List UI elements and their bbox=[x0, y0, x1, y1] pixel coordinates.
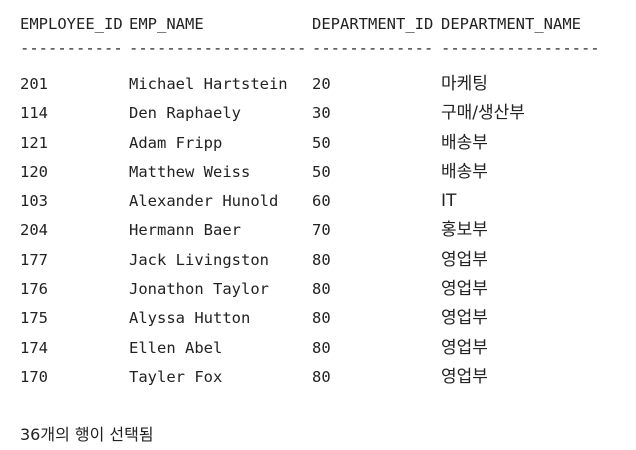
cell-emp-name: Den Raphaely bbox=[129, 104, 241, 123]
table-row: 114 Den Raphaely 30 구매/생산부 bbox=[20, 101, 620, 130]
separator-department-name: ----------------- bbox=[441, 39, 600, 57]
cell-department-id: 20 bbox=[312, 75, 331, 93]
cell-employee-id: 170 bbox=[20, 367, 48, 386]
cell-department-name: 마케팅 bbox=[441, 74, 488, 94]
separator-emp-name: ------------------- bbox=[129, 39, 307, 57]
cell-department-id: 80 bbox=[312, 338, 331, 357]
cell-emp-name: Alyssa Hutton bbox=[129, 309, 251, 328]
cell-department-id: 80 bbox=[312, 250, 331, 269]
cell-employee-id: 120 bbox=[20, 162, 48, 181]
cell-department-name: IT bbox=[441, 191, 457, 212]
cell-emp-name: Jack Livingston bbox=[129, 250, 269, 269]
column-header-employee-id: EMPLOYEE_ID bbox=[20, 15, 123, 33]
cell-emp-name: Michael Hartstein bbox=[129, 75, 288, 93]
column-header-emp-name: EMP_NAME bbox=[129, 15, 204, 33]
cell-employee-id: 177 bbox=[20, 250, 48, 269]
cell-department-id: 60 bbox=[312, 192, 331, 211]
cell-employee-id: 121 bbox=[20, 133, 48, 152]
table-row: 201 Michael Hartstein 20 마케팅 bbox=[20, 72, 620, 101]
cell-employee-id: 176 bbox=[20, 280, 48, 299]
separator-department-id: ------------- bbox=[312, 39, 434, 57]
cell-emp-name: Matthew Weiss bbox=[129, 162, 251, 181]
cell-department-name: 영업부 bbox=[441, 366, 488, 387]
cell-employee-id: 201 bbox=[20, 75, 48, 93]
column-header-row: EMPLOYEE_ID EMP_NAME DEPARTMENT_ID DEPAR… bbox=[20, 12, 620, 38]
cell-employee-id: 204 bbox=[20, 221, 48, 240]
cell-department-id: 50 bbox=[312, 133, 331, 152]
cell-department-id: 30 bbox=[312, 104, 331, 123]
cell-emp-name: Adam Fripp bbox=[129, 133, 223, 152]
cell-department-name: 홍보부 bbox=[441, 220, 488, 241]
cell-department-id: 80 bbox=[312, 280, 331, 299]
cell-department-id: 80 bbox=[312, 309, 331, 328]
cell-department-id: 80 bbox=[312, 367, 331, 386]
cell-department-name: 영업부 bbox=[441, 249, 488, 270]
table-row: 176 Jonathon Taylor 80 영업부 bbox=[20, 277, 620, 306]
cell-emp-name: Jonathon Taylor bbox=[129, 280, 269, 299]
cell-department-id: 70 bbox=[312, 221, 331, 240]
column-header-department-name: DEPARTMENT_NAME bbox=[441, 15, 581, 33]
cell-employee-id: 175 bbox=[20, 309, 48, 328]
result-rows: 201 Michael Hartstein 20 마케팅 114 Den Raphaely… bbox=[20, 72, 620, 394]
table-row: 174 Ellen Abel 80 영업부 bbox=[20, 336, 620, 365]
cell-employee-id: 103 bbox=[20, 192, 48, 211]
rows-selected-message: 36개의 행이 선택됨 bbox=[20, 425, 154, 444]
cell-department-name: 구매/생산부 bbox=[441, 103, 525, 124]
table-row: 121 Adam Fripp 50 배송부 bbox=[20, 131, 620, 160]
table-row: 103 Alexander Hunold 60 IT bbox=[20, 189, 620, 218]
column-separator-row: ----------- ------------------- --------… bbox=[20, 38, 620, 58]
blank-line bbox=[20, 58, 620, 72]
cell-department-name: 배송부 bbox=[441, 161, 488, 182]
query-result-output: EMPLOYEE_ID EMP_NAME DEPARTMENT_ID DEPAR… bbox=[20, 12, 620, 394]
cell-employee-id: 174 bbox=[20, 338, 48, 357]
cell-employee-id: 114 bbox=[20, 104, 48, 123]
table-row: 170 Tayler Fox 80 영업부 bbox=[20, 365, 620, 394]
column-header-department-id: DEPARTMENT_ID bbox=[312, 15, 434, 33]
table-row: 120 Matthew Weiss 50 배송부 bbox=[20, 160, 620, 189]
table-row: 175 Alyssa Hutton 80 영업부 bbox=[20, 306, 620, 335]
separator-employee-id: ----------- bbox=[20, 39, 123, 57]
cell-emp-name: Hermann Baer bbox=[129, 221, 241, 240]
cell-emp-name: Alexander Hunold bbox=[129, 192, 279, 211]
cell-department-id: 50 bbox=[312, 162, 331, 181]
cell-emp-name: Ellen Abel bbox=[129, 338, 223, 357]
cell-emp-name: Tayler Fox bbox=[129, 367, 223, 386]
cell-department-name: 배송부 bbox=[441, 132, 488, 153]
cell-department-name: 영업부 bbox=[441, 279, 488, 300]
cell-department-name: 영업부 bbox=[441, 308, 488, 329]
cell-department-name: 영업부 bbox=[441, 337, 488, 358]
table-row: 177 Jack Livingston 80 영업부 bbox=[20, 248, 620, 277]
table-row: 204 Hermann Baer 70 홍보부 bbox=[20, 218, 620, 247]
